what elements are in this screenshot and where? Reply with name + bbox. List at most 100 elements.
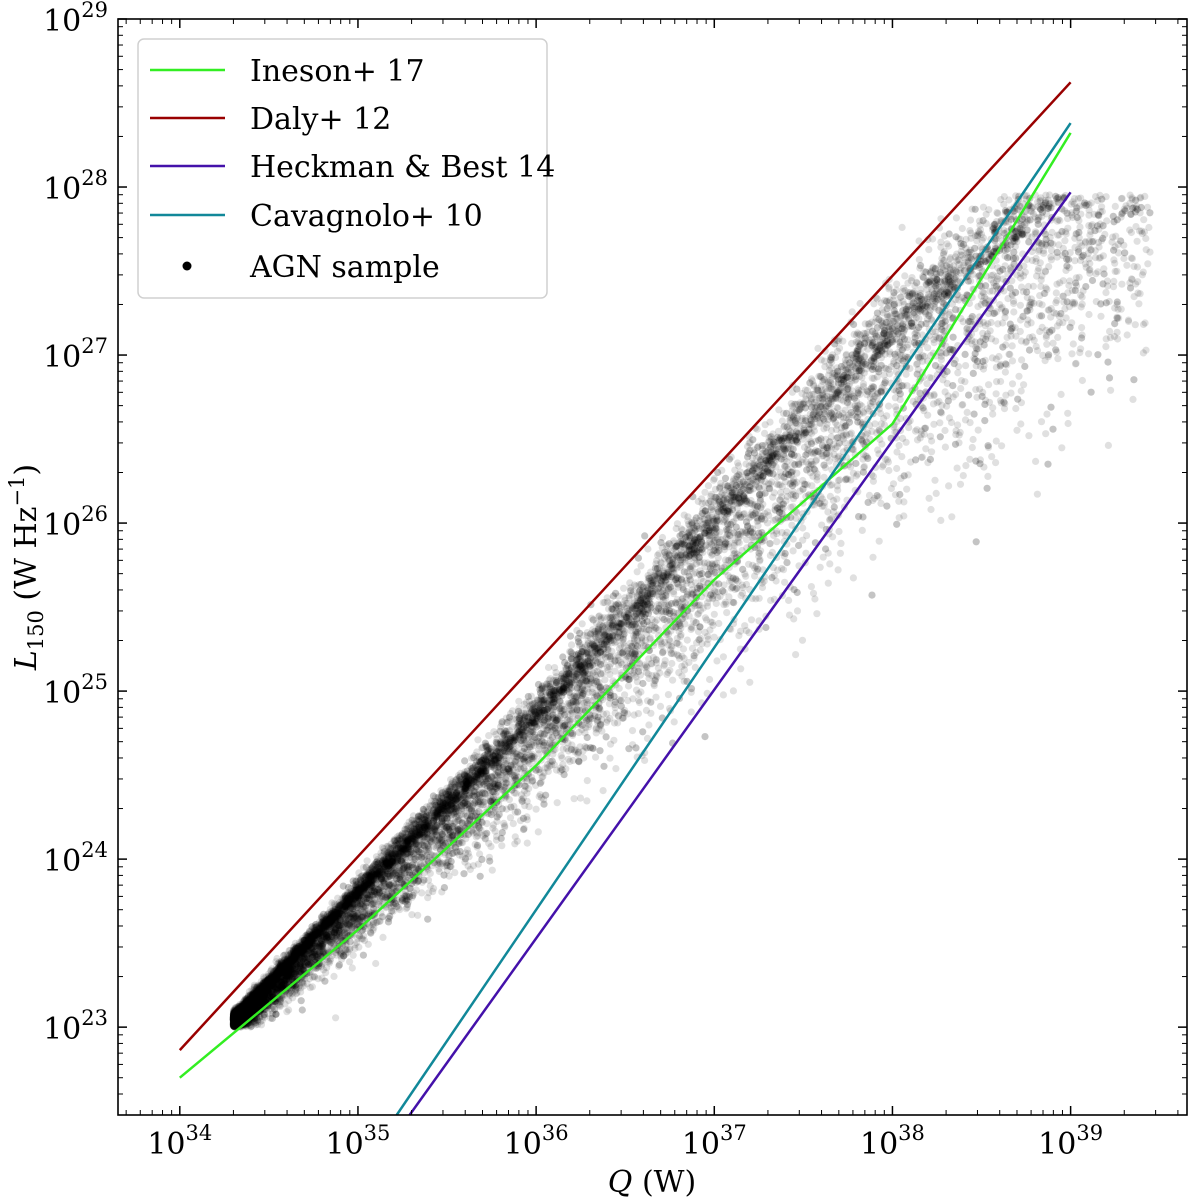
agn-point bbox=[1017, 420, 1025, 428]
agn-point bbox=[610, 620, 618, 629]
agn-point bbox=[1078, 376, 1086, 385]
agn-point bbox=[230, 1012, 238, 1020]
agn-point bbox=[820, 461, 828, 469]
agn-point bbox=[1138, 229, 1146, 238]
agn-point bbox=[281, 963, 289, 971]
agn-point bbox=[389, 857, 397, 865]
agn-point bbox=[885, 340, 893, 348]
agn-point bbox=[881, 334, 889, 342]
agn-point bbox=[306, 958, 314, 966]
agn-point bbox=[577, 664, 586, 673]
agn-point bbox=[306, 948, 315, 956]
agn-point bbox=[401, 838, 409, 846]
agn-point bbox=[705, 543, 714, 551]
agn-point bbox=[248, 997, 256, 1006]
agn-point bbox=[664, 691, 673, 699]
agn-point bbox=[320, 926, 328, 934]
agn-point bbox=[372, 874, 380, 883]
agn-point bbox=[1118, 194, 1126, 202]
agn-point bbox=[467, 789, 475, 797]
agn-point bbox=[462, 779, 470, 787]
agn-point bbox=[989, 410, 997, 418]
agn-point bbox=[493, 788, 501, 796]
agn-point bbox=[713, 516, 721, 524]
agn-point bbox=[719, 691, 728, 699]
agn-point bbox=[787, 400, 795, 408]
agn-point bbox=[374, 867, 382, 875]
agn-point bbox=[444, 788, 452, 796]
agn-point bbox=[399, 849, 407, 857]
agn-point bbox=[837, 424, 846, 432]
agn-point bbox=[759, 512, 767, 520]
agn-point bbox=[908, 301, 916, 309]
agn-point bbox=[387, 846, 395, 854]
agn-point bbox=[476, 776, 485, 784]
agn-point bbox=[833, 386, 841, 394]
agn-point bbox=[392, 850, 400, 859]
agn-point bbox=[720, 511, 729, 519]
agn-point bbox=[251, 998, 259, 1006]
agn-point bbox=[810, 448, 819, 456]
agn-point bbox=[1010, 308, 1018, 316]
agn-point bbox=[1013, 271, 1021, 279]
agn-point bbox=[343, 891, 351, 899]
agn-point bbox=[231, 1010, 239, 1018]
agn-point bbox=[482, 753, 490, 761]
agn-point bbox=[1001, 252, 1009, 260]
agn-point bbox=[511, 840, 519, 848]
agn-point bbox=[231, 1012, 239, 1020]
agn-point bbox=[1072, 359, 1080, 367]
agn-point bbox=[463, 820, 471, 828]
agn-point bbox=[607, 660, 615, 668]
agn-point bbox=[327, 921, 335, 929]
agn-point bbox=[775, 481, 783, 489]
agn-point bbox=[571, 697, 580, 705]
agn-point bbox=[756, 557, 764, 565]
agn-point bbox=[450, 805, 458, 813]
agn-point bbox=[947, 418, 956, 427]
agn-point bbox=[963, 408, 971, 416]
agn-point bbox=[410, 827, 418, 835]
agn-point bbox=[445, 807, 453, 815]
agn-point bbox=[572, 656, 581, 664]
agn-point bbox=[340, 894, 348, 902]
agn-point bbox=[235, 1007, 243, 1015]
agn-point bbox=[559, 684, 568, 693]
agn-point bbox=[819, 396, 827, 404]
agn-point bbox=[790, 409, 799, 417]
agn-point bbox=[782, 445, 790, 453]
agn-point bbox=[1026, 303, 1034, 311]
agn-point bbox=[798, 403, 806, 411]
agn-point bbox=[711, 485, 720, 493]
agn-point bbox=[387, 856, 395, 864]
agn-point bbox=[648, 615, 656, 624]
agn-point bbox=[919, 357, 927, 365]
agn-point bbox=[1044, 306, 1052, 314]
agn-point bbox=[240, 1004, 248, 1012]
agn-point bbox=[247, 996, 255, 1004]
agn-point bbox=[431, 836, 439, 844]
agn-point bbox=[248, 994, 256, 1002]
agn-point bbox=[672, 576, 680, 584]
agn-point bbox=[501, 744, 509, 752]
agn-point bbox=[232, 1012, 241, 1020]
agn-point bbox=[650, 590, 658, 598]
agn-point bbox=[500, 730, 508, 738]
agn-point bbox=[232, 1012, 240, 1021]
agn-point bbox=[289, 951, 297, 959]
agn-point bbox=[889, 331, 897, 339]
agn-point bbox=[651, 565, 660, 573]
agn-point bbox=[479, 789, 487, 797]
agn-point bbox=[255, 990, 263, 998]
agn-point bbox=[389, 866, 397, 874]
agn-point bbox=[583, 797, 591, 805]
agn-point bbox=[746, 513, 755, 521]
agn-point bbox=[902, 307, 910, 315]
agn-point bbox=[473, 768, 482, 776]
agn-point bbox=[911, 427, 920, 435]
agn-point bbox=[306, 933, 314, 942]
agn-point bbox=[250, 1000, 258, 1008]
agn-point bbox=[383, 893, 391, 901]
agn-point bbox=[289, 956, 298, 964]
agn-point bbox=[296, 947, 304, 955]
